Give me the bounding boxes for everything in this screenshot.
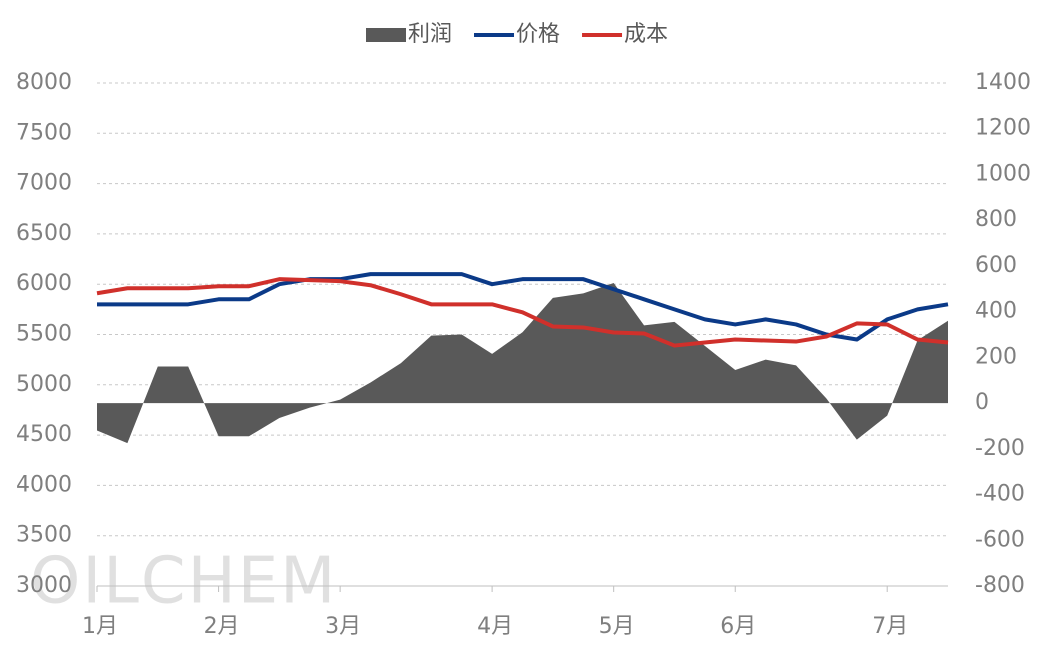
- y-tick-label: 8000: [16, 70, 72, 95]
- x-tick-label: 2月: [204, 614, 240, 639]
- y2-tick-label: 1000: [975, 161, 1031, 186]
- line: [96, 277, 949, 348]
- y2-tick-label: 200: [975, 344, 1017, 369]
- x-tick-label: 1月: [82, 614, 118, 639]
- watermark: OILCHEM: [30, 545, 337, 619]
- area: [97, 283, 948, 444]
- legend-label: 成本: [624, 22, 668, 47]
- y-tick-label: 4500: [16, 422, 72, 447]
- y-tick-label: 7000: [16, 171, 72, 196]
- y2-tick-label: -200: [975, 436, 1025, 461]
- y2-tick-label: -600: [975, 527, 1025, 552]
- y-tick-label: 6000: [16, 271, 72, 296]
- legend-label: 利润: [408, 22, 452, 47]
- line: [97, 272, 949, 342]
- x-tick-label: 4月: [477, 614, 513, 639]
- legend-label: 价格: [516, 22, 560, 47]
- y2-tick-label: -800: [975, 573, 1025, 598]
- x-tick-label: 3月: [325, 614, 361, 639]
- y-tick-label: 4000: [16, 472, 72, 497]
- y-tick-label: 6500: [16, 221, 72, 246]
- legend-swatch: [366, 28, 406, 42]
- y-tick-label: 5500: [16, 322, 72, 347]
- y2-tick-label: 800: [975, 207, 1017, 232]
- y-tick-label: 5000: [16, 372, 72, 397]
- y2-tick-label: 1400: [975, 70, 1031, 95]
- y2-tick-label: 0: [975, 390, 989, 415]
- y-tick-label: 7500: [16, 120, 72, 145]
- y-tick-label: 3500: [16, 523, 72, 548]
- x-tick-label: 6月: [720, 614, 756, 639]
- y-tick-label: 3000: [16, 573, 72, 598]
- y2-tick-label: -400: [975, 482, 1025, 507]
- y2-tick-label: 400: [975, 299, 1017, 324]
- x-tick-label: 5月: [599, 614, 635, 639]
- y2-tick-label: 600: [975, 253, 1017, 278]
- x-tick-label: 7月: [872, 614, 908, 639]
- y2-tick-label: 1200: [975, 116, 1031, 141]
